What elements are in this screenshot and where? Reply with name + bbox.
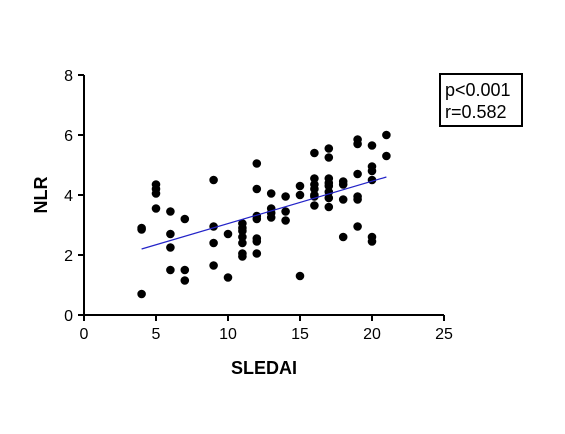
- data-point: [310, 148, 319, 158]
- regression-layer: [141, 176, 387, 250]
- data-point: [324, 193, 334, 203]
- y-tick-label: 2: [64, 248, 73, 265]
- data-point: [252, 214, 262, 224]
- data-point: [310, 201, 319, 210]
- x-tick-label: 5: [152, 326, 161, 343]
- data-point: [238, 226, 247, 236]
- data-point: [353, 195, 362, 204]
- data-point: [353, 169, 362, 179]
- data-point: [281, 192, 290, 201]
- data-point: [295, 181, 305, 191]
- x-tick-label: 10: [219, 326, 237, 343]
- data-point: [295, 190, 305, 200]
- data-point: [151, 204, 161, 213]
- data-point: [166, 229, 175, 239]
- data-point: [353, 222, 362, 231]
- x-tick-label: 20: [363, 326, 381, 343]
- axes-layer: [83, 75, 444, 316]
- data-point: [382, 151, 391, 161]
- data-point: [295, 271, 305, 281]
- x-tick-label: 25: [435, 326, 453, 343]
- y-tick-label: 0: [64, 308, 73, 325]
- data-point: [367, 141, 377, 150]
- data-point: [180, 276, 190, 285]
- data-point: [338, 195, 348, 204]
- data-point: [209, 261, 218, 270]
- data-point: [180, 265, 190, 275]
- data-point: [281, 207, 290, 216]
- data-point: [324, 202, 334, 212]
- data-point: [209, 175, 218, 185]
- data-point: [166, 265, 175, 275]
- stats-annotation: p<0.001 r=0.582: [439, 73, 523, 127]
- data-point: [137, 223, 146, 233]
- data-point: [324, 181, 334, 191]
- data-point: [310, 174, 319, 183]
- x-tick-label: 0: [80, 326, 89, 343]
- data-point: [266, 189, 276, 198]
- y-tick-label: 4: [64, 188, 73, 205]
- data-point: [353, 139, 362, 149]
- data-point: [166, 243, 175, 252]
- regression-line: [141, 176, 387, 250]
- data-point: [223, 229, 233, 239]
- data-point: [238, 238, 247, 248]
- data-point: [209, 238, 218, 248]
- y-axis-title: NLR: [31, 177, 51, 214]
- data-point: [324, 153, 334, 162]
- data-point: [382, 130, 391, 140]
- data-point: [367, 166, 377, 176]
- data-point: [338, 232, 348, 242]
- stats-annotation-border: [439, 73, 523, 127]
- data-point: [151, 189, 161, 198]
- r-value-label: r=0.582: [445, 102, 507, 122]
- data-point: [281, 216, 290, 225]
- data-point: [266, 213, 276, 222]
- data-point: [238, 252, 247, 261]
- y-tick-label: 6: [64, 128, 73, 145]
- data-point: [252, 249, 262, 258]
- data-point: [310, 184, 319, 194]
- y-tick-label: 8: [64, 68, 73, 85]
- data-point: [367, 237, 377, 246]
- data-point: [238, 232, 247, 242]
- data-point: [252, 237, 262, 246]
- data-point: [252, 159, 262, 168]
- data-point: [137, 289, 146, 299]
- data-point: [338, 180, 348, 189]
- data-point: [324, 144, 334, 153]
- p-value-label: p<0.001: [445, 80, 511, 100]
- data-point: [166, 207, 175, 216]
- data-point: [223, 273, 233, 282]
- data-point: [180, 214, 190, 224]
- data-point: [252, 184, 262, 194]
- x-tick-label: 15: [291, 326, 309, 343]
- x-axis-title: SLEDAI: [231, 358, 297, 378]
- points-layer: [137, 130, 391, 299]
- ticks-layer: 0 5 10 15 20 25 0 2 4 6 8: [64, 68, 453, 343]
